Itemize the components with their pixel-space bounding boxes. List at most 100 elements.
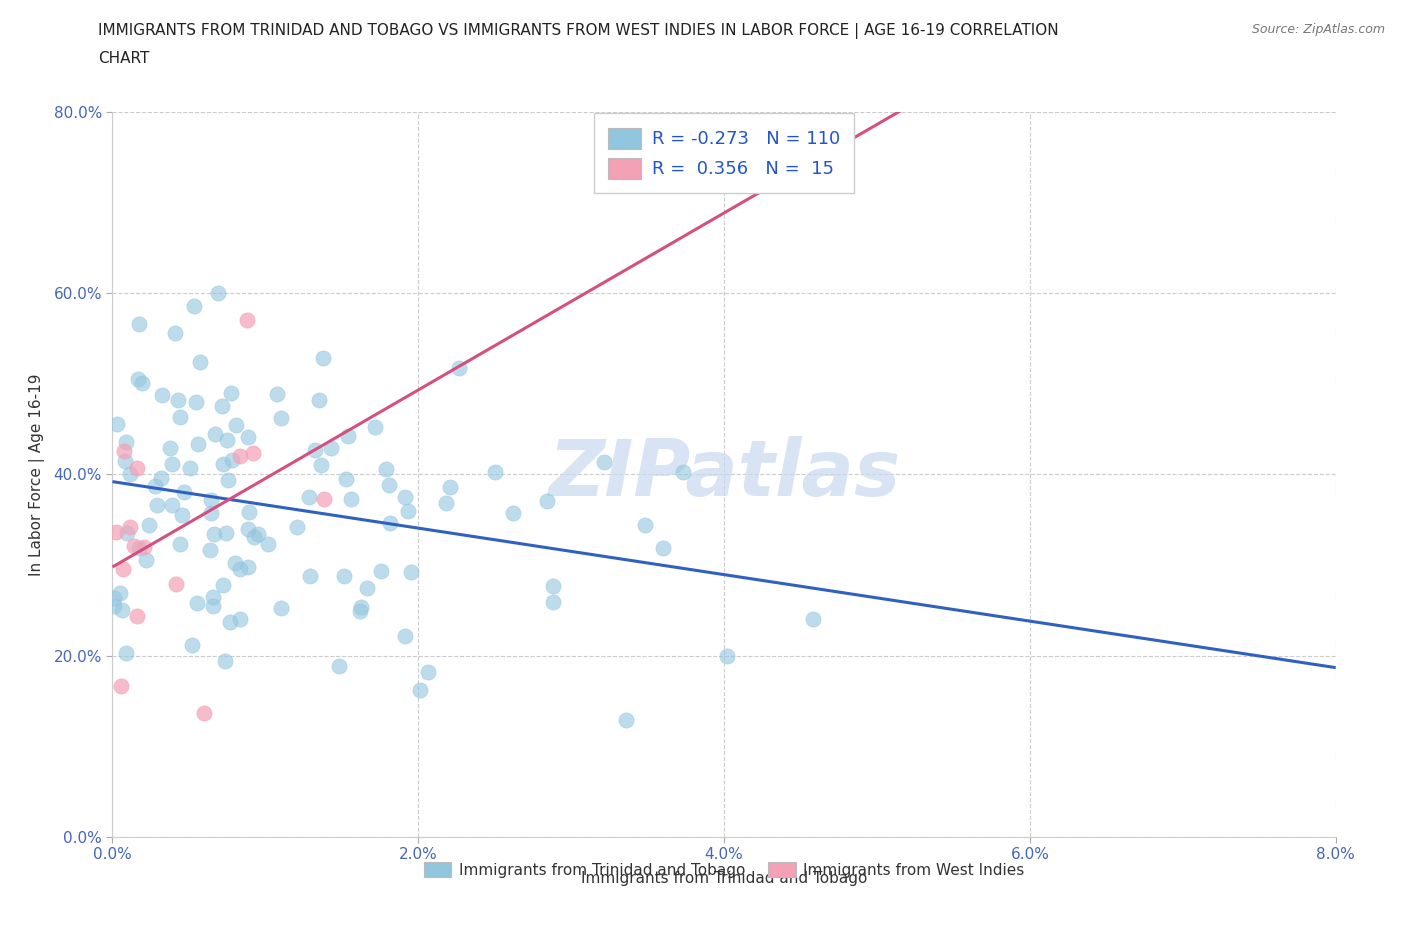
Text: CHART: CHART: [98, 51, 150, 66]
Immigrants from Trinidad and Tobago: [298, 490, 321, 505]
Immigrants from Trinidad and Tobago: [536, 494, 558, 509]
Immigrants from Trinidad and Tobago: [143, 478, 166, 493]
Immigrants from Trinidad and Tobago: [651, 540, 673, 555]
Immigrants from Trinidad and Tobago: [115, 525, 138, 540]
Immigrants from Trinidad and Tobago: [298, 568, 321, 583]
Immigrants from Trinidad and Tobago: [229, 562, 252, 577]
Immigrants from Trinidad and Tobago: [159, 440, 181, 455]
Immigrants from Trinidad and Tobago: [207, 286, 229, 300]
Immigrants from West Indies: [134, 539, 156, 554]
Immigrants from West Indies: [193, 706, 215, 721]
Immigrants from Trinidad and Tobago: [349, 604, 371, 618]
Immigrants from Trinidad and Tobago: [270, 411, 292, 426]
Immigrants from Trinidad and Tobago: [447, 360, 470, 375]
Immigrants from Trinidad and Tobago: [394, 629, 416, 644]
Immigrants from West Indies: [105, 525, 128, 539]
Immigrants from Trinidad and Tobago: [135, 552, 157, 567]
Immigrants from Trinidad and Tobago: [592, 455, 614, 470]
X-axis label: Immigrants from Trinidad and Tobago: Immigrants from Trinidad and Tobago: [581, 870, 868, 885]
Immigrants from Trinidad and Tobago: [319, 441, 342, 456]
Immigrants from Trinidad and Tobago: [108, 585, 131, 600]
Immigrants from Trinidad and Tobago: [217, 472, 239, 487]
Immigrants from Trinidad and Tobago: [214, 654, 236, 669]
Immigrants from Trinidad and Tobago: [378, 477, 401, 492]
Immigrants from Trinidad and Tobago: [337, 429, 360, 444]
Immigrants from Trinidad and Tobago: [224, 556, 246, 571]
Immigrants from Trinidad and Tobago: [212, 457, 235, 472]
Immigrants from Trinidad and Tobago: [187, 436, 209, 451]
Immigrants from Trinidad and Tobago: [399, 565, 422, 579]
Immigrants from Trinidad and Tobago: [160, 498, 183, 512]
Immigrants from Trinidad and Tobago: [270, 601, 292, 616]
Immigrants from Trinidad and Tobago: [128, 316, 150, 331]
Immigrants from Trinidad and Tobago: [184, 394, 207, 409]
Immigrants from Trinidad and Tobago: [212, 578, 235, 592]
Immigrants from Trinidad and Tobago: [266, 387, 288, 402]
Immigrants from Trinidad and Tobago: [201, 599, 224, 614]
Immigrants from Trinidad and Tobago: [328, 659, 350, 674]
Immigrants from West Indies: [236, 313, 259, 328]
Immigrants from Trinidad and Tobago: [163, 326, 186, 340]
Immigrants from Trinidad and Tobago: [238, 559, 260, 574]
Immigrants from Trinidad and Tobago: [375, 461, 398, 476]
Immigrants from Trinidad and Tobago: [257, 537, 280, 551]
Immigrants from Trinidad and Tobago: [285, 519, 308, 534]
Immigrants from Trinidad and Tobago: [370, 564, 392, 578]
Immigrants from West Indies: [118, 520, 141, 535]
Immigrants from West Indies: [112, 444, 135, 458]
Immigrants from Trinidad and Tobago: [243, 529, 266, 544]
Immigrants from Trinidad and Tobago: [120, 466, 142, 481]
Immigrants from Trinidad and Tobago: [211, 399, 233, 414]
Immigrants from Trinidad and Tobago: [238, 522, 260, 537]
Immigrants from Trinidad and Tobago: [672, 465, 695, 480]
Immigrants from Trinidad and Tobago: [127, 372, 149, 387]
Immigrants from Trinidad and Tobago: [103, 599, 125, 614]
Immigrants from Trinidad and Tobago: [304, 443, 326, 458]
Immigrants from Trinidad and Tobago: [614, 712, 637, 727]
Immigrants from Trinidad and Tobago: [409, 683, 432, 698]
Immigrants from Trinidad and Tobago: [380, 516, 402, 531]
Immigrants from Trinidad and Tobago: [350, 600, 373, 615]
Text: IMMIGRANTS FROM TRINIDAD AND TOBAGO VS IMMIGRANTS FROM WEST INDIES IN LABOR FORC: IMMIGRANTS FROM TRINIDAD AND TOBAGO VS I…: [98, 23, 1059, 39]
Immigrants from Trinidad and Tobago: [502, 505, 524, 520]
Immigrants from Trinidad and Tobago: [173, 485, 195, 499]
Immigrants from Trinidad and Tobago: [312, 351, 335, 365]
Immigrants from Trinidad and Tobago: [221, 453, 243, 468]
Immigrants from West Indies: [242, 446, 264, 461]
Immigrants from Trinidad and Tobago: [335, 472, 357, 486]
Immigrants from Trinidad and Tobago: [114, 646, 136, 661]
Immigrants from Trinidad and Tobago: [215, 432, 238, 447]
Immigrants from Trinidad and Tobago: [364, 420, 387, 435]
Immigrants from Trinidad and Tobago: [149, 471, 172, 485]
Immigrants from Trinidad and Tobago: [169, 410, 191, 425]
Immigrants from West Indies: [229, 449, 252, 464]
Immigrants from Trinidad and Tobago: [484, 465, 506, 480]
Immigrants from Trinidad and Tobago: [145, 498, 167, 512]
Immigrants from West Indies: [125, 460, 148, 475]
Immigrants from Trinidad and Tobago: [541, 595, 564, 610]
Immigrants from Trinidad and Tobago: [434, 496, 457, 511]
Immigrants from Trinidad and Tobago: [236, 430, 259, 445]
Immigrants from West Indies: [112, 562, 135, 577]
Immigrants from Trinidad and Tobago: [634, 518, 657, 533]
Immigrants from Trinidad and Tobago: [247, 526, 270, 541]
Immigrants from Trinidad and Tobago: [167, 392, 190, 407]
Immigrants from Trinidad and Tobago: [238, 504, 260, 519]
Immigrants from West Indies: [312, 492, 335, 507]
Immigrants from Trinidad and Tobago: [111, 602, 134, 617]
Immigrants from Trinidad and Tobago: [186, 595, 208, 610]
Immigrants from Trinidad and Tobago: [181, 638, 204, 653]
Immigrants from Trinidad and Tobago: [179, 460, 201, 475]
Immigrants from Trinidad and Tobago: [801, 612, 824, 627]
Immigrants from Trinidad and Tobago: [396, 504, 419, 519]
Immigrants from West Indies: [125, 609, 148, 624]
Immigrants from Trinidad and Tobago: [170, 508, 193, 523]
Immigrants from Trinidad and Tobago: [138, 517, 160, 532]
Text: ZIPatlas: ZIPatlas: [548, 436, 900, 512]
Immigrants from Trinidad and Tobago: [160, 457, 183, 472]
Immigrants from Trinidad and Tobago: [114, 453, 136, 468]
Immigrants from Trinidad and Tobago: [200, 543, 222, 558]
Text: Source: ZipAtlas.com: Source: ZipAtlas.com: [1251, 23, 1385, 36]
Immigrants from Trinidad and Tobago: [716, 648, 738, 663]
Immigrants from Trinidad and Tobago: [190, 355, 212, 370]
